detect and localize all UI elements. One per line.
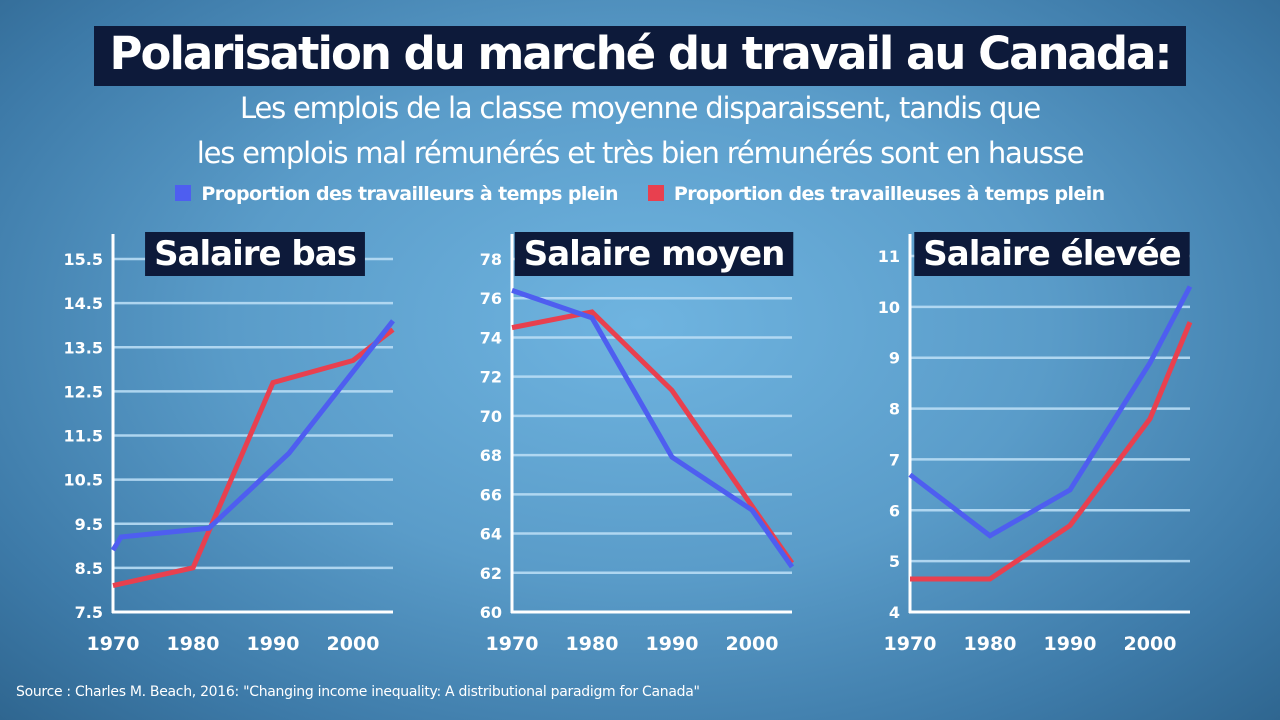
subtitle-line-2: les emplois mal rémunérés et très bien r… xyxy=(196,136,1085,170)
chart-title-box xyxy=(145,232,365,276)
chart-title: Salaire bas xyxy=(154,234,356,274)
x-tick-label: 1990 xyxy=(247,633,300,655)
source-note: Source : Charles M. Beach, 2016: "Changi… xyxy=(16,684,700,700)
y-tick-label: 8.5 xyxy=(75,559,103,578)
x-tick-label: 1980 xyxy=(167,633,220,655)
y-tick-label: 14.5 xyxy=(64,294,103,313)
legend-item-women: Proportion des travailleuses à temps ple… xyxy=(647,183,1105,205)
chart-title: Salaire élevée xyxy=(923,234,1180,274)
x-tick-label: 1970 xyxy=(884,633,937,655)
series-line-men xyxy=(511,288,795,569)
y-tick-label: 62 xyxy=(480,564,502,583)
x-tick-label: 1990 xyxy=(1044,633,1097,655)
y-tick-label: 72 xyxy=(480,368,502,387)
series-line-men xyxy=(908,285,1193,539)
x-tick-label: 1980 xyxy=(964,633,1017,655)
y-tick-label: 8 xyxy=(889,400,900,419)
y-tick-label: 11 xyxy=(878,247,900,266)
series-line-women xyxy=(511,309,795,565)
chart-title: Salaire moyen xyxy=(524,234,785,274)
y-tick-label: 6 xyxy=(889,501,900,520)
chart-title-box xyxy=(514,232,794,276)
page-title: Polarisation du marché du travail au Can… xyxy=(93,26,1187,86)
legend-item-men: Proportion des travailleurs à temps plei… xyxy=(175,183,618,205)
y-tick-label: 4 xyxy=(889,603,900,622)
x-tick-label: 2000 xyxy=(327,633,380,655)
series-line-women xyxy=(910,321,1193,582)
series-line-women xyxy=(112,327,395,588)
y-tick-label: 11.5 xyxy=(64,427,103,446)
series-line-men xyxy=(110,319,395,552)
y-tick-label: 76 xyxy=(480,289,502,308)
x-tick-label: 1980 xyxy=(566,633,619,655)
legend-swatch-men xyxy=(175,185,192,201)
y-tick-label: 78 xyxy=(480,250,502,269)
legend-label-women: Proportion des travailleuses à temps ple… xyxy=(673,183,1105,205)
x-tick-label: 1970 xyxy=(486,633,539,655)
y-tick-label: 60 xyxy=(480,603,502,622)
x-tick-label: 2000 xyxy=(726,633,779,655)
legend-swatch-women xyxy=(647,185,664,201)
chart-panel-2: 60 62 64 66 68 70 72 74 76 78 1970 1980 1990 2000 Sala… xyxy=(480,232,795,655)
y-tick-label: 9.5 xyxy=(75,515,103,534)
legend: Proportion des travailleurs à temps plei… xyxy=(0,183,1280,205)
y-tick-label: 64 xyxy=(480,525,502,544)
chart-panel-1: 7.5 8.5 9.5 10.5 11.5 12.5 13.5 14.5 15.5 1970 198… xyxy=(64,232,395,655)
chart-panel-3: 4 5 6 7 8 9 10 11 1970 1980 1990 2000 Salaire élevée xyxy=(878,232,1193,655)
y-tick-label: 70 xyxy=(480,407,502,426)
y-tick-label: 13.5 xyxy=(64,338,103,357)
x-tick-label: 1970 xyxy=(87,633,140,655)
y-tick-label: 9 xyxy=(889,349,900,368)
y-tick-label: 10.5 xyxy=(64,471,103,490)
x-tick-label: 2000 xyxy=(1124,633,1177,655)
chart-title-box xyxy=(914,232,1190,276)
y-tick-label: 10 xyxy=(878,298,900,317)
y-tick-label: 5 xyxy=(889,552,900,571)
y-tick-label: 7.5 xyxy=(75,603,103,622)
subtitle-line-1: Les emplois de la classe moyenne dispara… xyxy=(240,91,1041,125)
y-tick-label: 7 xyxy=(889,450,900,469)
y-tick-label: 66 xyxy=(480,485,502,504)
y-tick-label: 12.5 xyxy=(64,382,103,401)
x-tick-label: 1990 xyxy=(646,633,699,655)
y-tick-label: 15.5 xyxy=(64,250,103,269)
title-container: Polarisation du marché du travail au Can… xyxy=(0,26,1280,86)
legend-label-men: Proportion des travailleurs à temps plei… xyxy=(201,183,618,205)
y-tick-label: 68 xyxy=(480,446,502,465)
y-tick-label: 74 xyxy=(480,328,502,347)
